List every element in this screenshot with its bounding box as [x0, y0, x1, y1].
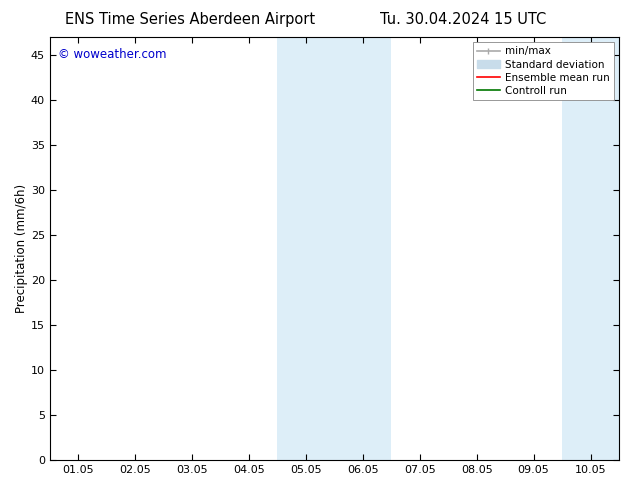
Text: Tu. 30.04.2024 15 UTC: Tu. 30.04.2024 15 UTC: [380, 12, 546, 27]
Bar: [278, 37, 391, 460]
Text: © woweather.com: © woweather.com: [58, 48, 167, 61]
Legend: min/max, Standard deviation, Ensemble mean run, Controll run: min/max, Standard deviation, Ensemble me…: [472, 42, 614, 100]
Bar: [562, 37, 634, 460]
Y-axis label: Precipitation (mm/6h): Precipitation (mm/6h): [15, 184, 28, 313]
Text: ENS Time Series Aberdeen Airport: ENS Time Series Aberdeen Airport: [65, 12, 315, 27]
